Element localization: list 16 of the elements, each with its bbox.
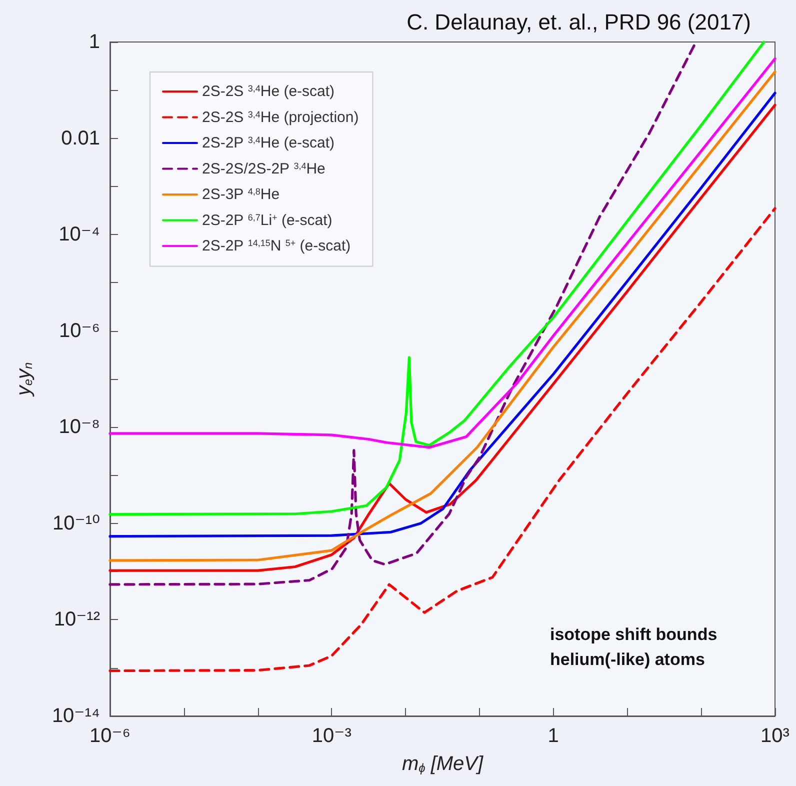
- y-tick-label: 1: [88, 31, 100, 53]
- x-axis-title: mϕ [MeV]: [402, 753, 484, 775]
- y-tick-label: 10⁻⁸: [58, 416, 100, 438]
- y-tick-label: 10⁻¹⁴: [52, 705, 100, 727]
- annotation: isotope shift bounds helium(-like) atoms: [550, 625, 722, 669]
- x-tick-label: 10⁻⁶: [89, 725, 131, 747]
- y-tick-label: 10⁻⁶: [58, 320, 100, 342]
- y-axis-title: yeyn: [13, 362, 35, 398]
- y-tick-label: 10⁻¹⁰: [52, 512, 100, 534]
- y-tick-label: 0.01: [61, 127, 100, 150]
- y-tick-label: 10⁻¹²: [54, 608, 100, 631]
- y-tick-label: 10⁻⁴: [58, 224, 100, 246]
- x-tick-label: 10³: [760, 725, 790, 747]
- x-tick-label: 1: [548, 725, 559, 747]
- x-tick-label: 10⁻³: [312, 725, 352, 747]
- chart-title: C. Delaunay, et. al., PRD 96 (2017): [406, 10, 752, 34]
